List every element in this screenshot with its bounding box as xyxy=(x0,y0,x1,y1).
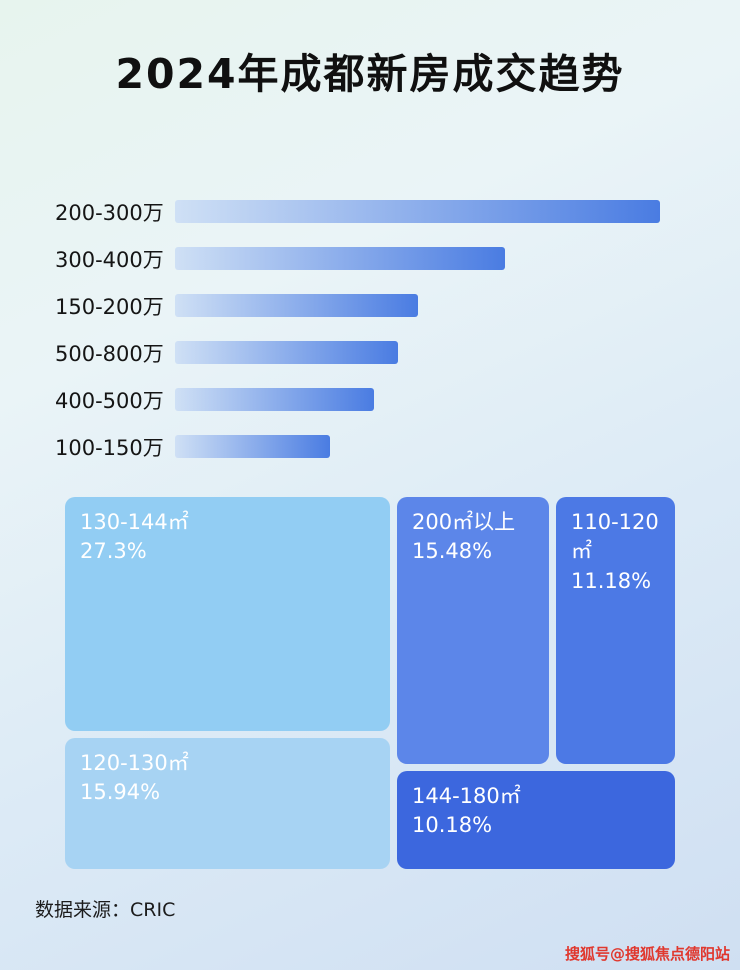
bar-label: 150-200万 xyxy=(55,294,164,319)
bar xyxy=(175,200,660,223)
bar-track xyxy=(175,200,660,223)
treemap-block-label: 130-144㎡ xyxy=(80,510,189,534)
bar-label: 500-800万 xyxy=(55,341,164,366)
page-title: 2024年成都新房成交趋势 xyxy=(115,50,625,98)
treemap-block-label: 110-120㎡ xyxy=(571,510,659,564)
sohu-watermark: 搜狐号@搜狐焦点德阳站 xyxy=(564,945,730,963)
bar xyxy=(175,294,418,317)
treemap-block-110-120: 110-120㎡ 11.18% xyxy=(556,497,675,764)
bar-chart: 200-300万 300-400万 150-200万 500-800万 400-500万… xyxy=(55,188,740,470)
bar-row: 500-800万 xyxy=(55,329,740,376)
bar-track xyxy=(175,247,660,270)
bar-row: 300-400万 xyxy=(55,235,740,282)
treemap-block-value: 15.94% xyxy=(80,780,161,805)
bar-row: 100-150万 xyxy=(55,423,740,470)
treemap-block-value: 15.48% xyxy=(412,539,493,564)
treemap-block-value: 27.3% xyxy=(80,539,147,564)
data-source-note: 数据来源：CRIC xyxy=(35,899,176,921)
bar-label: 200-300万 xyxy=(55,200,164,225)
bar-label: 300-400万 xyxy=(55,247,164,272)
bar xyxy=(175,388,374,411)
bar xyxy=(175,341,399,364)
bar-track xyxy=(175,388,660,411)
bar-track xyxy=(175,341,660,364)
bar-track xyxy=(175,435,660,458)
bar-row: 400-500万 xyxy=(55,376,740,423)
treemap-block-label: 200㎡以上 xyxy=(412,510,516,534)
treemap-block-value: 11.18% xyxy=(571,568,652,593)
treemap-block-value: 10.18% xyxy=(412,813,493,838)
treemap-block-label: 144-180㎡ xyxy=(412,784,521,808)
bar-track xyxy=(175,294,660,317)
treemap-block-200-plus: 200㎡以上 15.48% xyxy=(397,497,549,764)
bar-label: 400-500万 xyxy=(55,388,164,413)
treemap-block-120-130: 120-130㎡ 15.94% xyxy=(65,738,390,869)
bar-row: 150-200万 xyxy=(55,282,740,329)
treemap: 130-144㎡ 27.3% 120-130㎡ 15.94% 200㎡以上 15… xyxy=(65,497,675,869)
bar-label: 100-150万 xyxy=(55,435,164,460)
bar xyxy=(175,247,505,270)
treemap-block-label: 120-130㎡ xyxy=(80,751,189,775)
bar xyxy=(175,435,331,458)
bar-row: 200-300万 xyxy=(55,188,740,235)
treemap-block-130-144: 130-144㎡ 27.3% xyxy=(65,497,390,731)
treemap-block-144-180: 144-180㎡ 10.18% xyxy=(397,771,675,869)
